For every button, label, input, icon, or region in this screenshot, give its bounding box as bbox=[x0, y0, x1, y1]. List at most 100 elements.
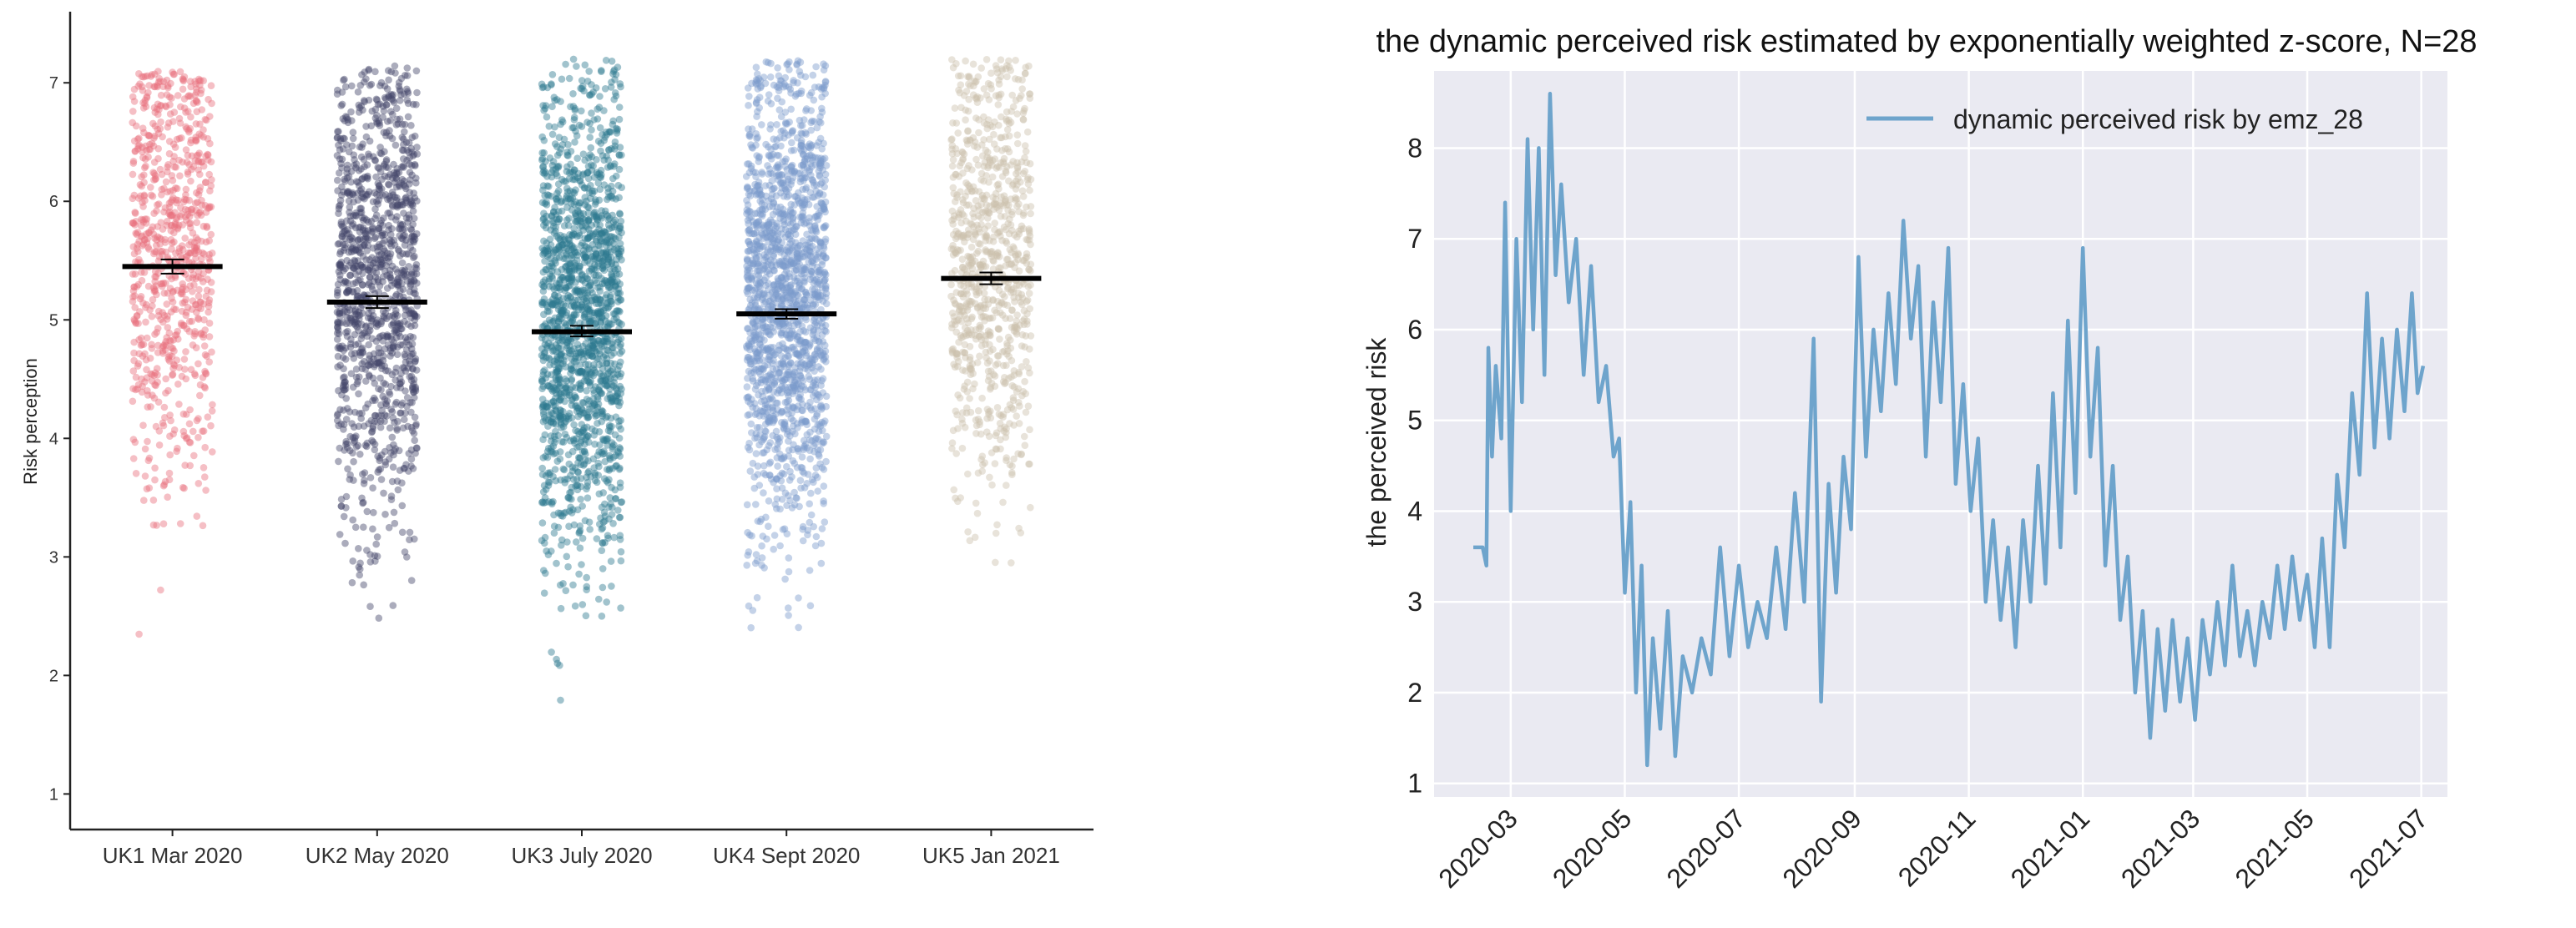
data-point bbox=[366, 326, 374, 335]
data-point bbox=[412, 357, 419, 365]
data-point bbox=[336, 155, 344, 163]
data-point bbox=[197, 275, 205, 282]
data-point bbox=[194, 166, 202, 174]
data-point bbox=[129, 219, 137, 227]
data-point bbox=[594, 400, 603, 408]
data-point bbox=[552, 427, 559, 436]
data-point bbox=[593, 216, 602, 224]
data-point bbox=[375, 224, 382, 233]
data-point bbox=[197, 330, 205, 337]
data-point bbox=[336, 146, 344, 154]
data-point bbox=[140, 497, 148, 504]
data-point bbox=[370, 508, 377, 517]
data-point bbox=[545, 307, 553, 315]
data-point bbox=[615, 103, 624, 111]
data-point bbox=[378, 406, 386, 415]
data-point bbox=[590, 174, 599, 181]
data-point bbox=[189, 270, 197, 279]
data-point bbox=[403, 72, 412, 79]
data-point bbox=[377, 263, 385, 271]
data-point bbox=[153, 522, 160, 529]
data-point bbox=[396, 232, 404, 240]
data-point bbox=[581, 200, 588, 209]
data-point bbox=[609, 278, 616, 286]
data-point bbox=[611, 89, 619, 97]
data-point bbox=[391, 69, 399, 77]
data-point bbox=[591, 469, 599, 477]
data-point bbox=[394, 120, 402, 128]
data-point bbox=[372, 198, 381, 205]
data-point bbox=[597, 229, 605, 237]
data-point bbox=[399, 424, 407, 432]
data-point bbox=[588, 402, 597, 410]
data-point bbox=[141, 215, 149, 223]
data-point bbox=[197, 158, 205, 166]
data-point bbox=[366, 137, 374, 145]
data-point bbox=[335, 330, 343, 338]
data-point bbox=[170, 223, 179, 230]
data-point bbox=[545, 277, 553, 285]
data-point bbox=[408, 200, 417, 208]
data-point bbox=[182, 309, 190, 316]
data-point bbox=[606, 163, 614, 170]
data-point bbox=[569, 436, 578, 443]
data-point bbox=[341, 240, 349, 249]
data-point bbox=[334, 280, 342, 289]
data-point bbox=[614, 507, 622, 514]
data-point bbox=[135, 255, 143, 264]
data-point bbox=[142, 103, 150, 111]
data-point bbox=[594, 355, 602, 363]
data-point bbox=[174, 327, 181, 335]
data-point bbox=[598, 372, 606, 380]
data-point bbox=[191, 300, 200, 309]
data-point bbox=[200, 126, 207, 134]
data-point bbox=[785, 604, 792, 612]
data-point bbox=[396, 322, 404, 330]
data-point bbox=[194, 314, 202, 322]
data-point bbox=[167, 416, 174, 425]
data-point bbox=[354, 179, 362, 186]
data-point bbox=[356, 349, 365, 356]
data-point bbox=[397, 341, 404, 349]
data-point bbox=[410, 376, 418, 384]
data-point bbox=[381, 82, 389, 90]
data-point bbox=[204, 275, 211, 284]
data-point bbox=[614, 285, 623, 293]
data-point bbox=[594, 137, 603, 145]
data-point bbox=[190, 451, 198, 460]
data-point bbox=[139, 216, 147, 224]
data-point bbox=[377, 258, 386, 266]
data-point bbox=[137, 334, 145, 342]
data-point bbox=[336, 261, 344, 269]
data-point bbox=[189, 99, 198, 108]
data-point bbox=[138, 340, 146, 349]
data-point bbox=[188, 209, 195, 217]
data-point bbox=[165, 199, 174, 207]
data-point bbox=[194, 415, 202, 422]
data-point bbox=[143, 239, 151, 247]
data-point bbox=[549, 219, 558, 227]
data-point bbox=[344, 465, 351, 473]
data-point bbox=[356, 244, 364, 251]
data-point bbox=[205, 333, 214, 340]
data-point bbox=[179, 77, 188, 85]
data-point bbox=[350, 288, 357, 295]
data-point bbox=[206, 139, 214, 148]
data-point bbox=[378, 175, 386, 184]
data-point bbox=[347, 248, 356, 256]
data-point bbox=[563, 552, 571, 561]
data-point bbox=[341, 373, 348, 381]
data-point bbox=[371, 446, 379, 454]
data-point bbox=[399, 285, 407, 294]
data-point bbox=[140, 269, 149, 276]
data-point bbox=[132, 320, 140, 327]
data-point bbox=[604, 435, 612, 443]
data-point bbox=[366, 558, 375, 566]
data-point bbox=[368, 229, 376, 236]
data-point bbox=[550, 511, 558, 519]
data-point bbox=[159, 347, 167, 356]
data-point bbox=[345, 248, 353, 256]
data-point bbox=[141, 155, 149, 163]
data-point bbox=[603, 300, 611, 308]
data-point bbox=[543, 265, 550, 274]
